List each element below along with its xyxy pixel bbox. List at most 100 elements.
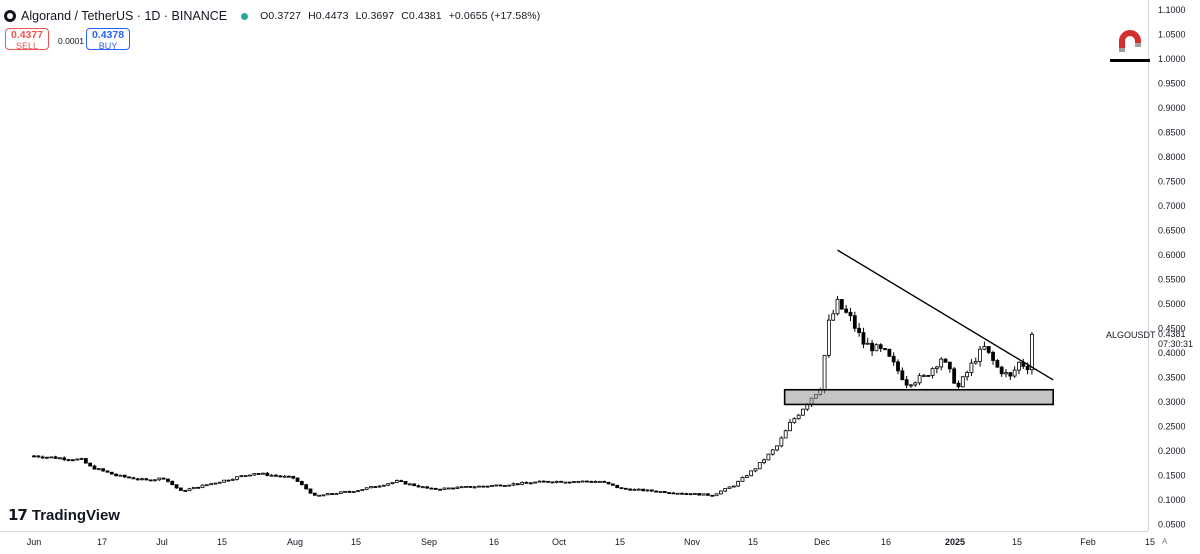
candle	[498, 484, 503, 487]
tradingview-logo[interactable]: 𝟭𝟳 TradingView	[8, 506, 120, 525]
candle	[844, 304, 849, 314]
candle	[252, 473, 257, 476]
candle	[572, 481, 576, 484]
price-tick-label: 0.3000	[1158, 397, 1186, 407]
candle	[947, 361, 952, 373]
candle	[593, 480, 598, 483]
candle	[412, 483, 417, 487]
candle	[416, 484, 421, 488]
candle	[490, 485, 494, 487]
candle	[131, 476, 136, 480]
candle	[213, 482, 218, 485]
buy-price: 0.4378	[91, 29, 125, 41]
candle	[278, 475, 283, 478]
candle	[623, 487, 628, 490]
candle	[857, 323, 862, 337]
candle	[239, 474, 244, 478]
price-tick-label: 0.8500	[1158, 128, 1186, 138]
candle	[429, 487, 434, 490]
time-tick-label: 15	[748, 537, 758, 547]
candle	[848, 307, 853, 322]
candle	[425, 486, 430, 489]
price-tick-label: 0.6000	[1158, 250, 1186, 260]
candle	[792, 417, 797, 424]
candle	[295, 477, 300, 482]
candle	[261, 472, 265, 475]
symbol-title[interactable]: Algorand / TetherUS · 1D · BINANCE	[21, 9, 228, 23]
candle	[88, 462, 93, 467]
market-open-status-icon	[241, 12, 249, 20]
candle	[235, 476, 239, 481]
candle	[351, 491, 356, 493]
candle	[706, 493, 710, 496]
candle	[304, 483, 309, 490]
candle	[718, 490, 723, 495]
candle	[986, 346, 991, 355]
candle	[96, 468, 101, 471]
candle	[209, 483, 214, 486]
magnet-underline	[1110, 59, 1150, 62]
candle	[45, 456, 49, 460]
candle	[109, 471, 114, 475]
candle	[433, 487, 438, 490]
candle	[874, 343, 879, 352]
candle	[1021, 358, 1026, 369]
candle	[243, 475, 248, 477]
candle	[770, 448, 775, 456]
time-tick-label: 2025	[945, 537, 965, 547]
candle	[248, 474, 252, 477]
high-value: H0.4473	[308, 10, 349, 22]
candle	[783, 429, 788, 439]
candle	[701, 493, 706, 496]
candle	[464, 486, 468, 488]
candle	[982, 341, 987, 351]
candle	[559, 480, 563, 483]
time-tick-label: 15	[1012, 537, 1022, 547]
candle	[913, 381, 918, 387]
buy-button[interactable]: 0.4378 BUY	[86, 28, 130, 51]
auto-scale-toggle[interactable]: A	[1162, 537, 1168, 546]
candle	[157, 477, 162, 481]
candle	[865, 337, 870, 345]
candle	[775, 445, 779, 452]
candle	[796, 413, 801, 420]
candle	[779, 436, 784, 448]
candle	[693, 492, 697, 495]
candle	[822, 354, 827, 394]
candle	[550, 481, 555, 484]
price-tick-label: 0.5500	[1158, 275, 1186, 285]
candle	[472, 485, 477, 489]
candle	[330, 493, 334, 495]
sell-button[interactable]: 0.4377 SELL	[5, 28, 49, 51]
candle	[507, 484, 512, 487]
descending-trendline[interactable]	[837, 249, 1054, 381]
candle	[714, 493, 719, 497]
time-tick-label: 17	[97, 537, 107, 547]
candle	[222, 479, 226, 483]
candle	[451, 487, 455, 490]
candle	[364, 487, 369, 491]
candle	[852, 311, 857, 332]
magnet-icon[interactable]	[1110, 24, 1150, 64]
candle	[204, 484, 209, 487]
support-zone-box[interactable]	[783, 388, 1055, 406]
candle	[394, 479, 399, 483]
price-tick-label: 0.0500	[1158, 520, 1186, 530]
candle	[922, 373, 926, 378]
candle	[576, 480, 581, 483]
price-tick-label: 0.9500	[1158, 79, 1186, 89]
candle	[960, 375, 965, 388]
candle	[753, 468, 758, 473]
candle	[930, 367, 935, 379]
candle	[200, 484, 205, 489]
candle	[338, 491, 343, 494]
candle	[688, 493, 693, 496]
time-axis-line	[0, 531, 1148, 532]
candle	[325, 493, 330, 496]
candle	[658, 491, 663, 493]
candle	[589, 480, 594, 483]
countdown-value: 07:30:31	[1158, 339, 1194, 349]
candle	[187, 487, 192, 492]
candle	[105, 470, 110, 473]
